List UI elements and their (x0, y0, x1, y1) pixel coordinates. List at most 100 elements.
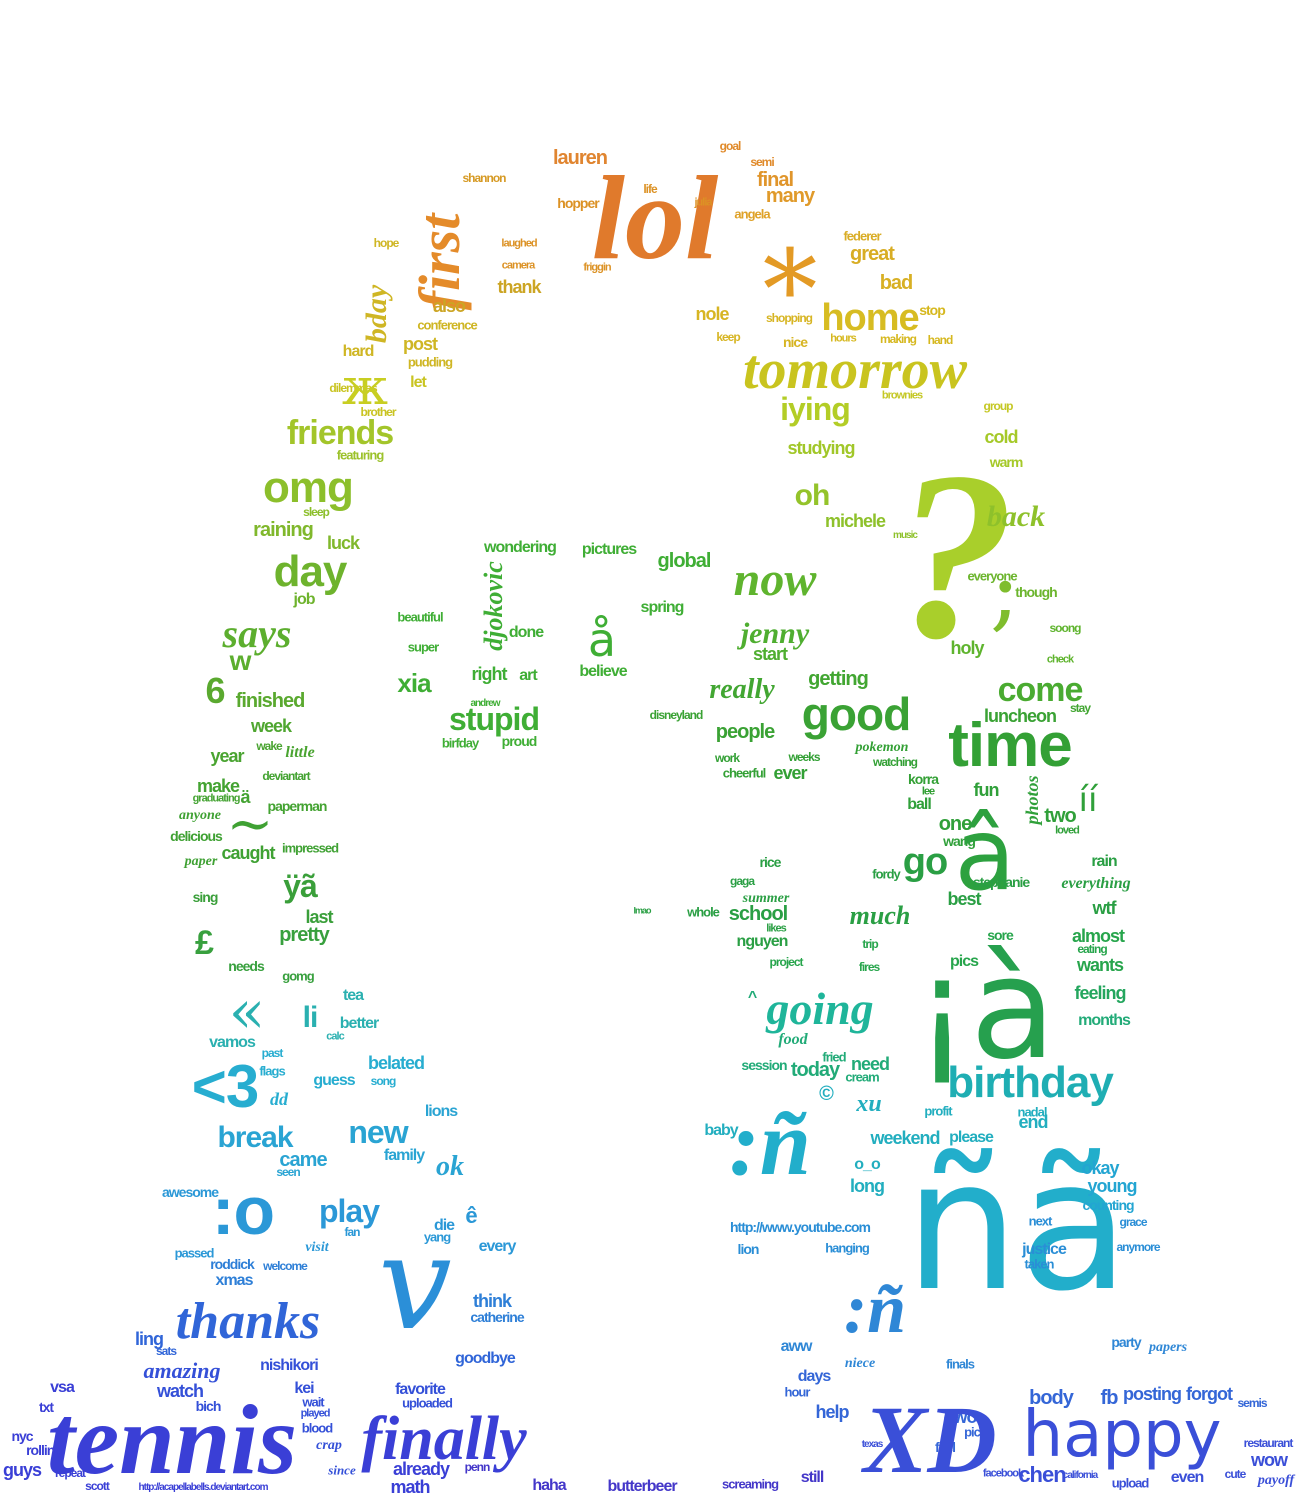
word-getting: getting (808, 668, 869, 690)
word-feel: feel (934, 1439, 956, 1455)
word-break: break (217, 1121, 293, 1154)
word-job: job (293, 591, 316, 608)
word-tea: tea (342, 987, 364, 1004)
word-deviantart: deviantart (262, 769, 310, 783)
word-summer: summer (742, 891, 790, 906)
word-making: making (879, 332, 917, 346)
word-shopping: shopping (766, 311, 813, 325)
word-colon-n2: :ñ (843, 1271, 907, 1348)
word-gaga: gaga (729, 874, 755, 888)
word-vamos: vamos (209, 1034, 256, 1051)
word-art: art (519, 667, 537, 684)
word-wang: wang (943, 833, 976, 849)
word-rice: rice (759, 854, 782, 870)
word-wtf: wtf (1092, 898, 1117, 918)
word-bday-url: http://acapellabells.deviantart.com (138, 1482, 269, 1493)
word-niece: niece (844, 1356, 876, 1371)
word-restaurant: restaurant (1243, 1436, 1294, 1450)
word-hours: hours (830, 332, 857, 345)
word-penn: penn (464, 1460, 491, 1474)
word-profit: profit (924, 1103, 952, 1119)
word-math: math (390, 1477, 430, 1497)
word-lt3: <3 (191, 1053, 259, 1120)
word-finally: finally (361, 1405, 527, 1473)
word-goal: goal (719, 139, 742, 153)
word-studying: studying (787, 438, 856, 458)
word-keep: keep (716, 330, 740, 344)
word-impressed: impressed (281, 840, 339, 856)
word-flags: flags (259, 1063, 285, 1079)
word-weeks: weeks (788, 750, 820, 764)
word-cream: cream (845, 1069, 879, 1085)
word-soong: soong (1049, 621, 1082, 635)
word-group: group (983, 399, 1014, 413)
word-glyph-copy: © (819, 1083, 834, 1105)
word-fun: fun (973, 780, 1000, 800)
word-andrew: andrew (470, 698, 500, 709)
word-fires: fires (858, 960, 880, 974)
word-pretty: pretty (279, 924, 330, 946)
word-stephanie: stephanie (972, 874, 1030, 890)
word-gomg: gomg (282, 968, 314, 984)
word-cold: cold (984, 427, 1018, 447)
word-taken: taken (1024, 1256, 1055, 1272)
word-xia: xia (397, 668, 431, 698)
word-sore: sore (987, 927, 1014, 943)
word-bday: bday (360, 284, 393, 344)
word-zhe: ж (342, 358, 388, 416)
word-go: go (902, 841, 948, 883)
word-really: really (709, 674, 775, 705)
word-birfday: birfday (441, 735, 479, 751)
word-since: since (328, 1462, 356, 1478)
word-body: body (1029, 1387, 1074, 1409)
word-trip: trip (862, 937, 878, 951)
word-brother: brother (360, 405, 397, 419)
word-glyph-w: w (229, 645, 252, 676)
word-fordy: fordy (872, 866, 900, 882)
word-welcome: welcome (263, 1259, 308, 1273)
word-hope: hope (373, 236, 400, 250)
word-visit: visit (305, 1240, 329, 1255)
word-pudding: pudding (407, 354, 453, 370)
word-happy: happy (1022, 1398, 1222, 1472)
word-camera: camera (501, 259, 536, 272)
word-play: play (318, 1193, 380, 1229)
word-belated: belated (367, 1053, 425, 1073)
word-stop: stop (919, 302, 946, 318)
word-life: life (643, 182, 657, 196)
word-stupid: stupid (449, 701, 540, 737)
word-need: need (850, 1054, 890, 1074)
word-next: next (1028, 1213, 1053, 1229)
word-done: done (508, 624, 544, 641)
word-end: end (1018, 1112, 1048, 1132)
word-luncheon: luncheon (984, 706, 1057, 726)
word-favorite: favorite (395, 1381, 446, 1398)
word-question: ? (895, 422, 1015, 688)
word-almost: almost (1071, 926, 1125, 946)
word-think: think (473, 1291, 512, 1311)
word-final: final (756, 169, 794, 191)
word-ever: ever (773, 763, 807, 783)
word-photos: photos (1022, 775, 1042, 825)
word-check: check (1046, 653, 1074, 666)
word-hanging: hanging (825, 1240, 870, 1256)
word-catherine: catherine (470, 1309, 524, 1325)
word-already: already (392, 1459, 450, 1479)
word-li: li (302, 1001, 319, 1034)
word-friggin: friggin (583, 261, 611, 274)
word-bich: bich (195, 1398, 222, 1414)
word-loved: loved (1055, 824, 1080, 837)
word-cute: cute (1224, 1467, 1247, 1481)
word-scott: scott (85, 1479, 110, 1493)
word-thanks: thanks (175, 1293, 321, 1350)
word-wait: wait (302, 1394, 324, 1410)
word-anymore: anymore (1116, 1240, 1160, 1254)
word-time: time (948, 711, 1072, 780)
word-hour: hour (784, 1384, 811, 1400)
word-week: week (250, 716, 292, 736)
word-lol: lol (591, 151, 719, 284)
word-come: come (997, 671, 1084, 709)
word-nadal: nadal (1017, 1104, 1048, 1120)
word-year: year (210, 746, 244, 766)
